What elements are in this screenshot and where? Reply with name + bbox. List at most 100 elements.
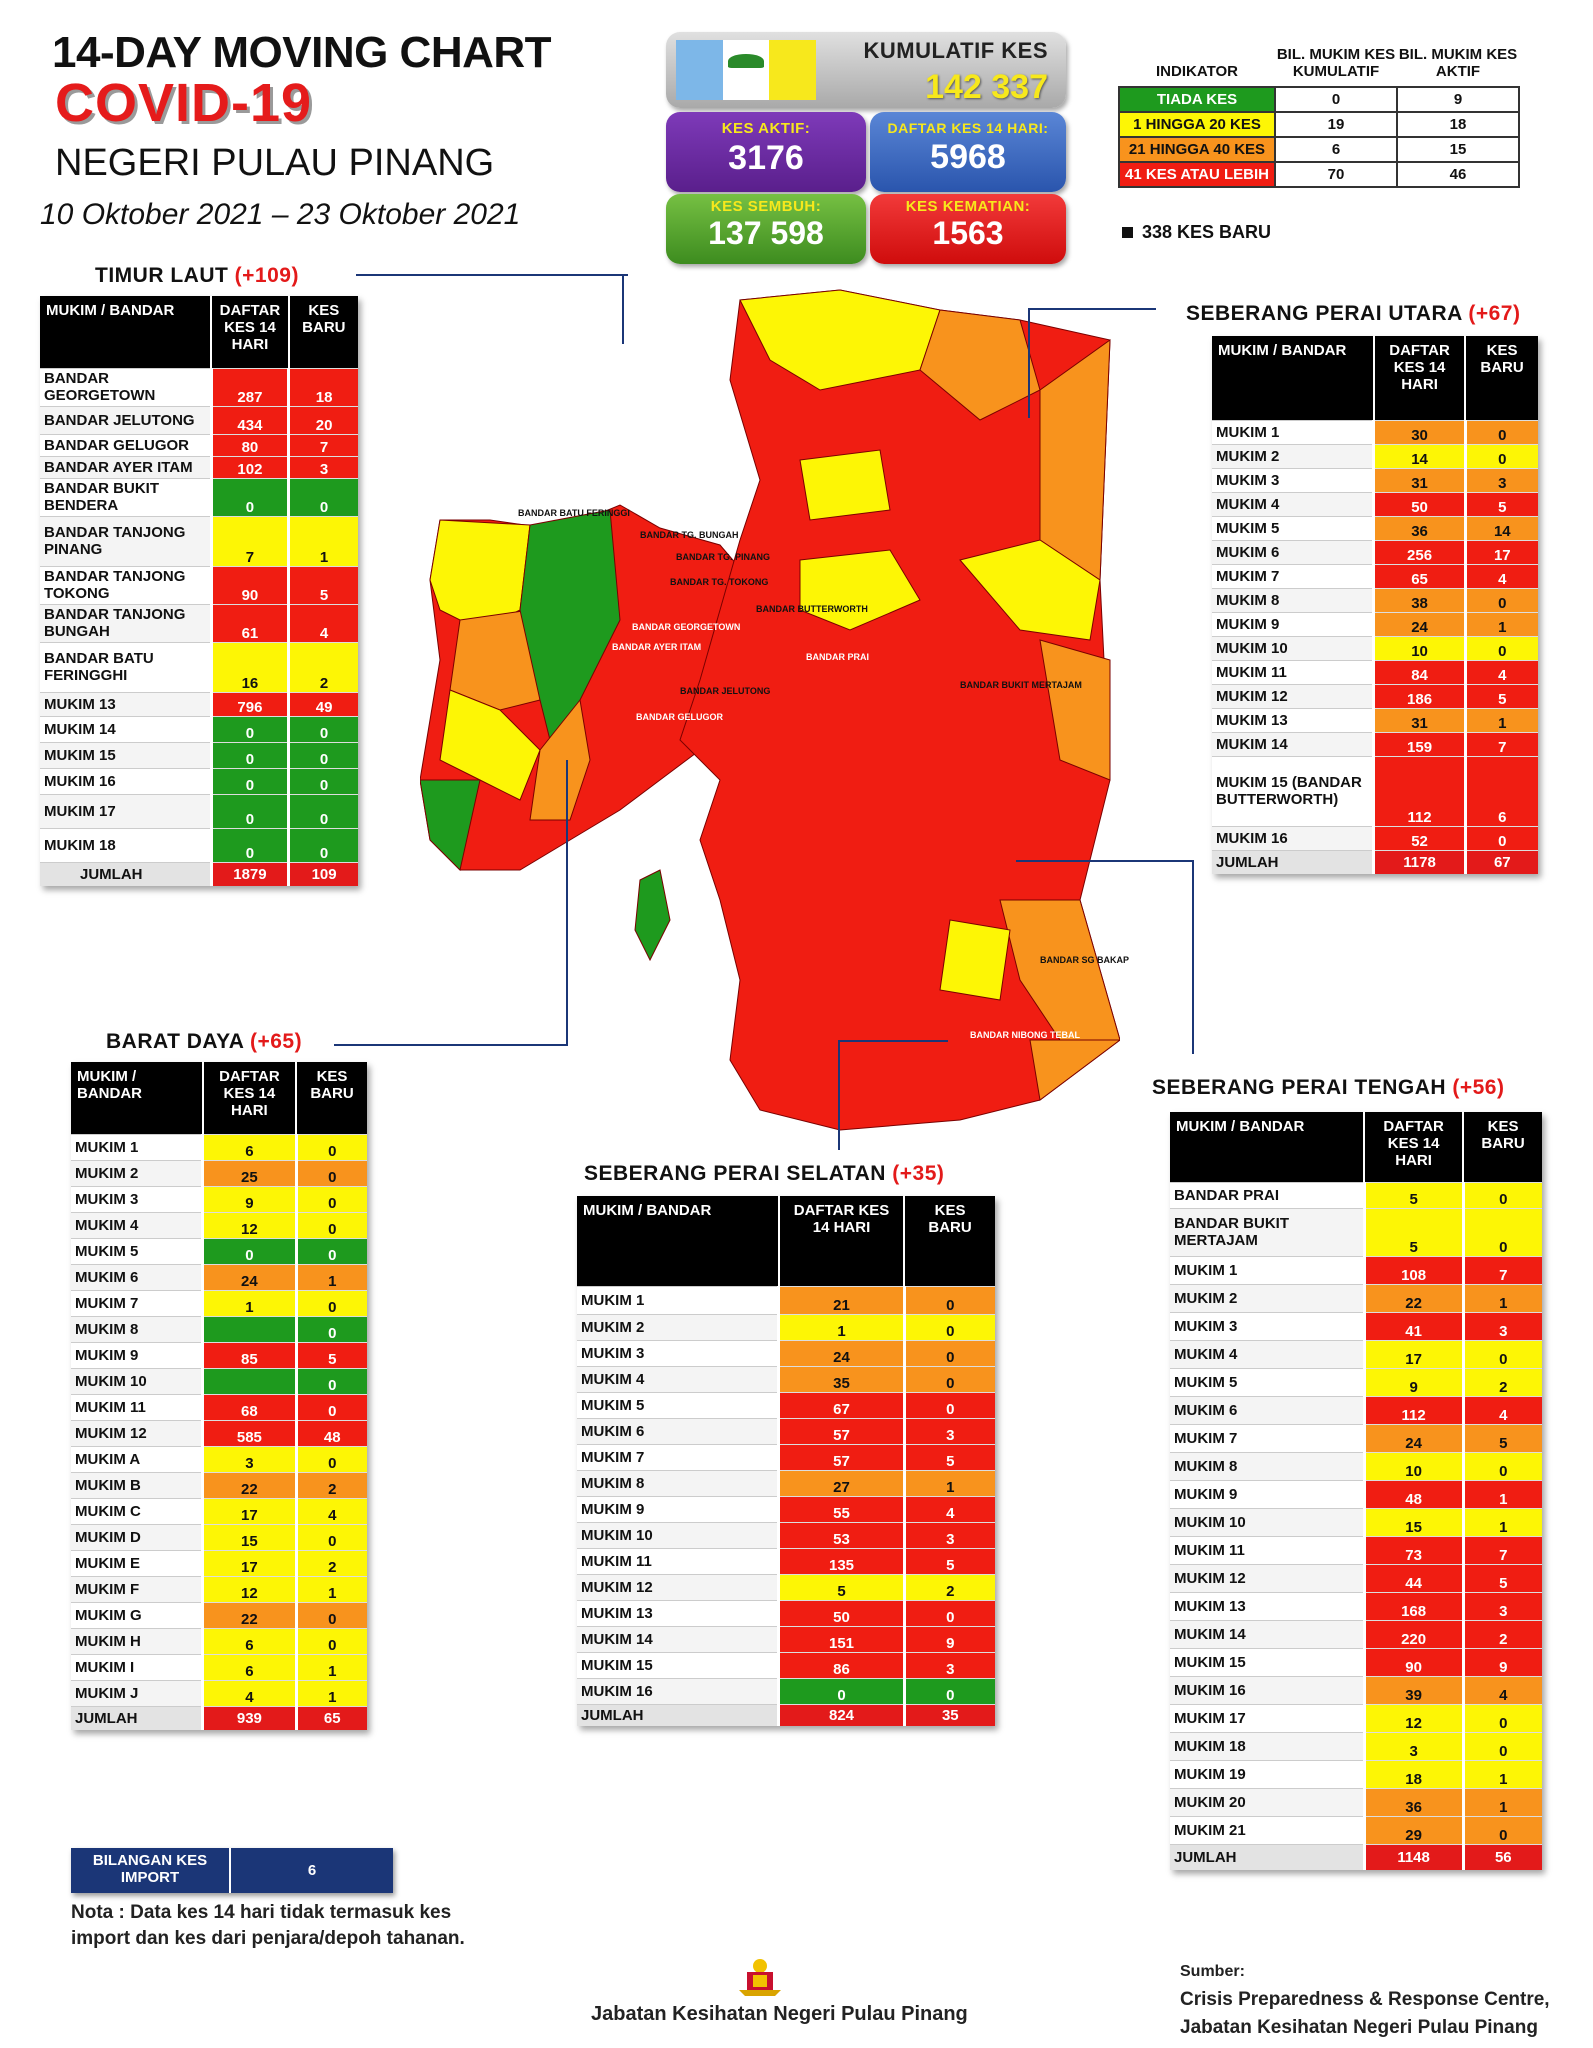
table-row: MUKIM 19 18 1 <box>1170 1759 1542 1788</box>
table-row: BANDAR JELUTONG 434 20 <box>40 405 358 434</box>
new-cases: 20 <box>287 405 358 434</box>
cumulative-value: 142 337 <box>925 68 1048 106</box>
total-label: JUMLAH <box>1212 849 1374 874</box>
table-row: MUKIM 16 52 0 <box>1212 825 1538 850</box>
connector-line <box>1028 308 1030 418</box>
legend-label: 41 KES ATAU LEBIH <box>1118 161 1276 188</box>
cases-14-day: 27 <box>777 1469 905 1496</box>
recovered-label: KES SEMBUH: <box>710 198 822 215</box>
new-cases: 7 <box>287 433 358 456</box>
total-row: JUMLAH 1148 56 <box>1170 1843 1542 1870</box>
new-cases: 5 <box>1461 1423 1542 1452</box>
new-cases: 0 <box>294 1315 367 1342</box>
row-name: MUKIM 12 <box>1212 683 1374 708</box>
table-row: MUKIM 10 10 0 <box>1212 635 1538 660</box>
column-header-daftar: DAFTAR KES 14 HARI <box>210 296 289 368</box>
table-row: MUKIM 15 (BANDAR BUTTERWORTH) 112 6 <box>1212 755 1538 826</box>
import-label: BILANGAN KES IMPORT <box>71 1848 231 1893</box>
new-cases: 0 <box>1463 635 1538 660</box>
connector-line <box>1192 860 1194 1054</box>
deaths-label: KES KEMATIAN: <box>905 198 1031 215</box>
row-name: MUKIM 4 <box>71 1211 203 1238</box>
covid-title: COVID-19 <box>55 73 313 133</box>
row-name: BANDAR PRAI <box>1170 1181 1365 1208</box>
connector-line <box>356 274 628 276</box>
cases-14-day <box>201 1315 297 1342</box>
table-row: MUKIM 11 135 5 <box>577 1547 995 1574</box>
district-title-spu: SEBERANG PERAI UTARA (+67) <box>1186 302 1521 325</box>
row-name: MUKIM 12 <box>71 1419 203 1446</box>
table-row: MUKIM 15 0 0 <box>40 741 358 768</box>
row-name: BANDAR GELUGOR <box>40 433 212 456</box>
row-name: MUKIM 14 <box>577 1625 779 1652</box>
map-label: BANDAR BUKIT MERTAJAM <box>960 680 1082 690</box>
cases-14-day: 73 <box>1362 1535 1464 1564</box>
chart-title: 14-DAY MOVING CHART <box>52 28 552 77</box>
new-cases: 0 <box>902 1677 995 1704</box>
cumulative-cases-card: KUMULATIF KES 142 337 <box>666 32 1066 108</box>
new-cases-note: 338 KES BARU <box>1122 222 1271 243</box>
legend-header-active: BIL. MUKIM KES AKTIF <box>1398 46 1518 80</box>
active-value: 3176 <box>728 139 804 177</box>
row-name: MUKIM 5 <box>577 1391 779 1418</box>
cases-14-day: 108 <box>1362 1255 1464 1284</box>
new-cases: 18 <box>287 367 358 406</box>
column-header-baru: KES BARU <box>1462 1112 1542 1182</box>
row-name: MUKIM J <box>71 1679 203 1706</box>
new-cases: 0 <box>1461 1815 1542 1844</box>
column-header-baru: KES BARU <box>1464 336 1538 420</box>
cases-14-day: 24 <box>777 1339 905 1366</box>
table-row: MUKIM 14 0 0 <box>40 715 358 742</box>
cases-14-day: 30 <box>1372 419 1466 444</box>
column-header-daftar: DAFTAR KES 14 HARI <box>1372 336 1466 420</box>
total-14-day: 939 <box>201 1705 297 1730</box>
row-name: MUKIM 16 <box>1212 825 1374 850</box>
row-name: MUKIM 16 <box>577 1677 779 1704</box>
total-row: JUMLAH 824 35 <box>577 1703 995 1726</box>
table-row: MUKIM 17 12 0 <box>1170 1703 1542 1732</box>
map-label: BANDAR NIBONG TEBAL <box>970 1030 1080 1040</box>
table-row: MUKIM F 12 1 <box>71 1575 367 1602</box>
table-row: MUKIM 12 5 2 <box>577 1573 995 1600</box>
new-cases: 0 <box>294 1289 367 1316</box>
new-cases: 0 <box>1461 1703 1542 1732</box>
cases-14-day: 57 <box>777 1443 905 1470</box>
district-data-table: MUKIM / BANDAR DAFTAR KES 14 HARI KES BARU… <box>40 296 358 886</box>
cases-14-day: 15 <box>201 1523 297 1550</box>
row-name: MUKIM 5 <box>71 1237 203 1264</box>
row-name: BANDAR TANJONG BUNGAH <box>40 603 212 642</box>
map-label: BANDAR GELUGOR <box>636 712 723 722</box>
row-name: MUKIM 4 <box>1212 491 1374 516</box>
table-row: MUKIM 6 112 4 <box>1170 1395 1542 1424</box>
column-header-mukim: MUKIM / BANDAR <box>577 1196 779 1286</box>
table-row: MUKIM 16 0 0 <box>40 767 358 794</box>
row-name: MUKIM 9 <box>577 1495 779 1522</box>
table-row: MUKIM 1 108 7 <box>1170 1255 1542 1284</box>
cases-14-day: 31 <box>1372 707 1466 732</box>
source-note: Sumber: Crisis Preparedness & Response C… <box>1180 1963 1550 2038</box>
district-title-barat-daya: BARAT DAYA (+65) <box>106 1030 303 1053</box>
cases-14-day: 80 <box>209 433 289 456</box>
new-cases: 3 <box>1461 1311 1542 1340</box>
row-name: MUKIM 11 <box>71 1393 203 1420</box>
row-name: MUKIM C <box>71 1497 203 1524</box>
new-cases: 0 <box>294 1523 367 1550</box>
row-name: MUKIM 10 <box>577 1521 779 1548</box>
table-row: MUKIM 1 21 0 <box>577 1285 995 1314</box>
new-cases: 1 <box>902 1469 995 1496</box>
active-cases-card: KES AKTIF: 3176 <box>666 112 866 192</box>
table-row: BANDAR GEORGETOWN 287 18 <box>40 367 358 406</box>
legend-cumulative: 70 <box>1274 161 1398 188</box>
map-label: BANDAR TG. PINANG <box>676 552 770 562</box>
table-row: MUKIM 14 159 7 <box>1212 731 1538 756</box>
connector-line <box>838 1040 840 1150</box>
total-label: JUMLAH <box>71 1705 203 1730</box>
table-row: BANDAR AYER ITAM 102 3 <box>40 455 358 478</box>
table-row: MUKIM 16 0 0 <box>577 1677 995 1704</box>
new-cases: 3 <box>902 1417 995 1444</box>
table-row: MUKIM 3 24 0 <box>577 1339 995 1366</box>
